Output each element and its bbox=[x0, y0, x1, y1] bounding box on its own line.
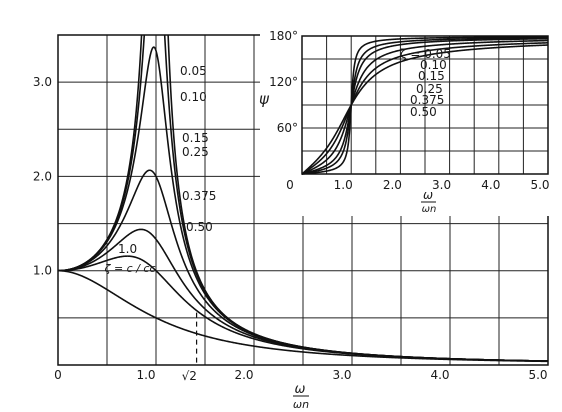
main-x-ticks: 0 1.0 2.0 3.0 4.0 5.0 bbox=[54, 368, 547, 382]
phase-curve-0.15 bbox=[301, 37, 549, 175]
zeta-definition-text: ζ = c / cc bbox=[103, 262, 155, 275]
inset-x-label-numerator: ω bbox=[423, 188, 433, 202]
main-y-tick-label: 1.0 bbox=[33, 264, 52, 278]
phase-curve-0.50 bbox=[301, 44, 549, 175]
main-y-tick-label: 3.0 bbox=[33, 75, 52, 89]
main-curve-label-0.50: 0.50 bbox=[186, 220, 213, 234]
inset-x-tick-label: 2.0 bbox=[383, 178, 402, 192]
main-curve-label-0.10: 0.10 bbox=[180, 90, 207, 104]
inset-x-tick-label: 4.0 bbox=[481, 178, 500, 192]
main-x-tick-label: 1.0 bbox=[136, 368, 155, 382]
x-label-numerator: ω bbox=[295, 382, 306, 397]
inset-x-tick-label: 3.0 bbox=[432, 178, 451, 192]
phase-curve-0.10 bbox=[301, 37, 548, 175]
amplitude-curve-1.0 bbox=[58, 269, 548, 363]
main-x-tick-label: 2.0 bbox=[234, 368, 253, 382]
phase-angle-inset-chart: 0 1.0 2.0 3.0 4.0 5.0 60°120°180° ζ = 0.050.1… bbox=[259, 26, 560, 216]
inset-x-tick-label: 5.0 bbox=[530, 178, 549, 192]
phase-curve-0.375 bbox=[301, 42, 549, 175]
main-curve-label-0.25: 0.25 bbox=[182, 145, 209, 159]
inset-y-tick-label: 60° bbox=[277, 121, 298, 135]
inset-y-tick-label: 180° bbox=[269, 29, 298, 43]
main-curve-label-1.0: 1.0 bbox=[118, 242, 137, 256]
inset-x-axis-label: ω ωn bbox=[421, 188, 436, 215]
main-x-tick-label: 0 bbox=[54, 368, 62, 382]
inset-curve-label-4: 0.375 bbox=[410, 93, 444, 107]
main-curve-labels: 0.05 0.10 0.150.25 0.375 0.50 1.0 bbox=[118, 64, 216, 256]
inset-background bbox=[260, 26, 560, 216]
zeta-definition-annotation: ζ = c / cc bbox=[103, 262, 155, 275]
main-x-tick-label: 5.0 bbox=[528, 368, 547, 382]
inset-x-tick-label: 0 bbox=[286, 178, 294, 192]
inset-plot-frame bbox=[301, 35, 549, 175]
main-y-ticks: 1.0 2.0 3.0 bbox=[33, 75, 52, 278]
inset-x-tick-label: 1.0 bbox=[334, 178, 353, 192]
inset-y-axis-label: ψ bbox=[259, 90, 270, 108]
inset-y-tick-label: 120° bbox=[269, 75, 298, 89]
main-x-tick-label: 4.0 bbox=[430, 368, 449, 382]
inset-y-ticks: 60° 120° 180° bbox=[269, 29, 298, 135]
main-curves bbox=[58, 35, 548, 363]
main-curve-label-0.375: 0.375 bbox=[182, 189, 216, 203]
sqrt2-tick-label: √2 bbox=[182, 369, 197, 383]
main-y-tick-label: 2.0 bbox=[33, 169, 52, 183]
phase-curve-0.25 bbox=[301, 39, 549, 175]
main-x-axis-label: ω ωn bbox=[293, 382, 309, 411]
inset-curve-label-5: 0.50 bbox=[410, 105, 437, 119]
inset-curve-label-2: 0.15 bbox=[418, 69, 445, 83]
main-curve-label-0.05: 0.05 bbox=[180, 64, 207, 78]
phase-curve-ζ = 0.05 bbox=[301, 36, 548, 175]
inset-curve-label-3: 0.25 bbox=[416, 82, 443, 96]
inset-curve-label-1: 0.10 bbox=[420, 58, 447, 72]
main-x-tick-label: 3.0 bbox=[332, 368, 351, 382]
inset-curve-label-0: ζ = 0.05 bbox=[400, 47, 451, 61]
main-curve-label-0.15: 0.15 bbox=[182, 131, 209, 145]
x-label-denominator: ωn bbox=[293, 398, 309, 411]
inset-curves bbox=[301, 36, 549, 175]
inset-x-label-denominator: ωn bbox=[422, 204, 437, 215]
inset-x-ticks: 0 1.0 2.0 3.0 4.0 5.0 bbox=[286, 178, 549, 192]
